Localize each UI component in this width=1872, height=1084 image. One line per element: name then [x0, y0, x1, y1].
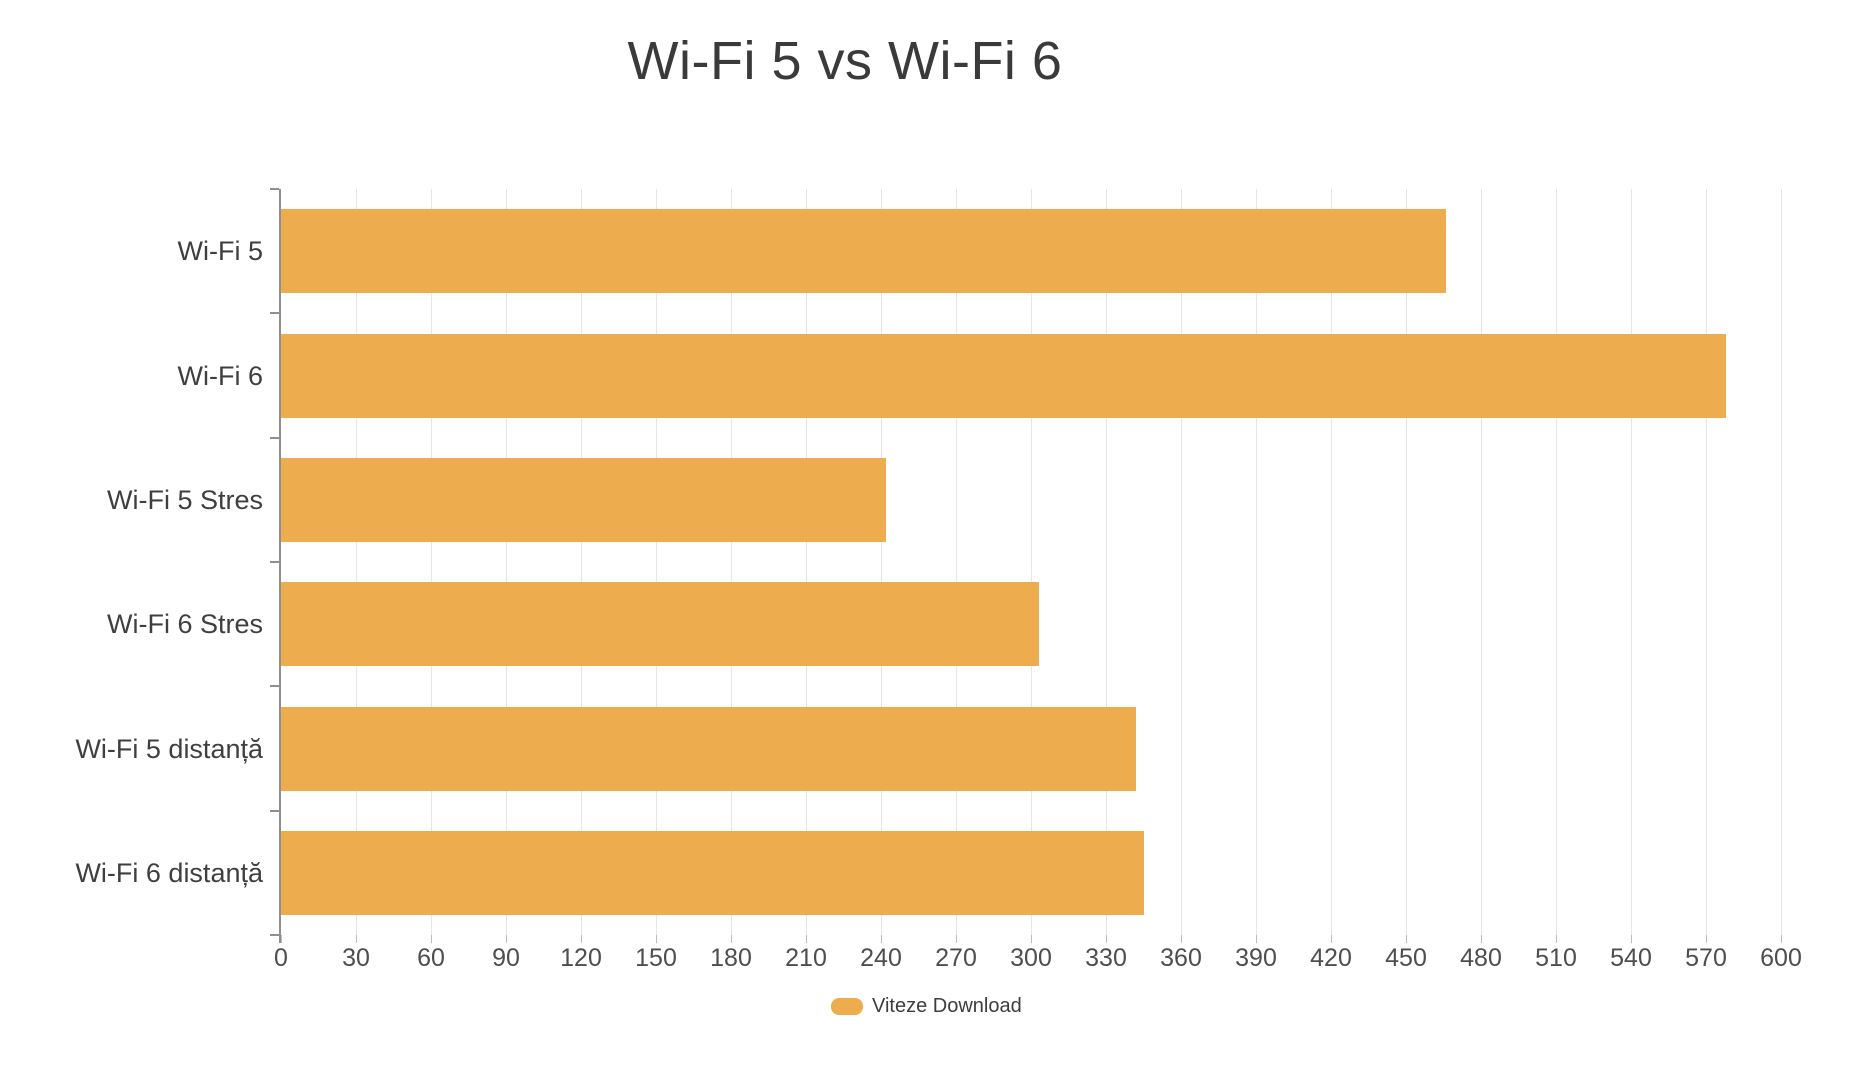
x-axis-tick [1030, 935, 1032, 943]
y-axis-tick [270, 809, 279, 812]
gridline [1330, 189, 1332, 935]
y-axis-tick [270, 436, 279, 439]
y-axis-tick [270, 188, 279, 190]
gridline [505, 189, 507, 935]
category-label: Wi-Fi 5 Stres [106, 484, 263, 515]
x-axis-tick-label: 330 [1085, 944, 1127, 972]
x-axis-tick-label: 90 [492, 944, 520, 972]
x-axis-tick [1630, 935, 1632, 943]
gridline [1705, 189, 1707, 935]
x-axis-tick-label: 600 [1760, 944, 1802, 972]
x-axis-tick [1555, 935, 1557, 943]
bar-wi-fi-6-distan-[interactable] [281, 830, 1144, 915]
gridline [880, 189, 882, 935]
x-axis-tick [805, 935, 807, 943]
category-label: Wi-Fi 6 Stres [106, 609, 263, 640]
y-axis-tick [270, 561, 279, 563]
legend-label: Viteze Download [872, 995, 1022, 1017]
category-label: Wi-Fi 5 distanță [75, 733, 263, 764]
x-axis-tick-label: 240 [860, 944, 902, 972]
x-axis-tick [955, 935, 957, 943]
gridline [805, 189, 807, 935]
x-axis-tick-label: 300 [1010, 944, 1052, 972]
x-axis-tick-label: 420 [1310, 944, 1352, 972]
x-axis-tick-label: 120 [560, 944, 602, 972]
x-axis-tick [430, 935, 432, 943]
x-axis-tick-label: 30 [342, 944, 370, 972]
bar-wi-fi-5[interactable] [281, 209, 1446, 294]
x-axis-tick-label: 510 [1535, 944, 1577, 972]
x-axis-tick-label: 150 [635, 944, 677, 972]
bar-wi-fi-5-distan-[interactable] [281, 706, 1136, 791]
x-axis-tick [1105, 935, 1107, 943]
y-axis-tick [270, 934, 279, 936]
x-axis-tick [730, 935, 732, 943]
x-axis-tick-label: 450 [1385, 944, 1427, 972]
x-axis-tick-label: 0 [274, 944, 288, 972]
x-axis-tick-label: 390 [1235, 944, 1277, 972]
legend-item-viteze-download[interactable]: Viteze Download [831, 995, 1022, 1018]
bar-wi-fi-6-stres[interactable] [281, 582, 1039, 667]
bar-wi-fi-6[interactable] [281, 333, 1726, 418]
x-axis-tick [1255, 935, 1257, 943]
x-axis-tick-label: 180 [710, 944, 752, 972]
gridline [1630, 189, 1632, 935]
x-axis-tick [580, 935, 582, 943]
x-axis-tick-label: 570 [1685, 944, 1727, 972]
gridline [430, 189, 432, 935]
x-axis-tick-label: 360 [1160, 944, 1202, 972]
x-axis-tick-label: 60 [417, 944, 445, 972]
gridline [730, 189, 732, 935]
gridline [1105, 189, 1107, 935]
bar-wi-fi-5-stres[interactable] [281, 457, 886, 542]
x-axis-tick [655, 935, 657, 943]
gridline [1480, 189, 1482, 935]
x-axis-tick [1780, 935, 1782, 943]
y-axis-line [279, 189, 281, 943]
x-axis-tick-label: 210 [785, 944, 827, 972]
x-axis-tick-label: 480 [1460, 944, 1502, 972]
x-axis-tick [505, 935, 507, 943]
gridline [955, 189, 957, 935]
x-axis-tick [1405, 935, 1407, 943]
category-label: Wi-Fi 6 [177, 360, 263, 391]
x-axis-tick-label: 540 [1610, 944, 1652, 972]
y-axis-tick [270, 685, 279, 688]
legend-swatch-icon [831, 998, 863, 1015]
x-axis-tick [355, 935, 357, 943]
y-axis-tick [270, 312, 279, 315]
x-axis-tick [280, 935, 282, 943]
gridline [1555, 189, 1557, 935]
gridline [1780, 189, 1782, 935]
x-axis-tick [1330, 935, 1332, 943]
x-axis-tick [1480, 935, 1482, 943]
category-label: Wi-Fi 6 distanță [75, 857, 263, 888]
gridline [1030, 189, 1032, 935]
x-axis-tick [880, 935, 882, 943]
chart-title: Wi-Fi 5 vs Wi-Fi 6 [627, 31, 1063, 91]
x-axis-tick [1705, 935, 1707, 943]
category-label: Wi-Fi 5 [177, 236, 263, 267]
gridline [1255, 189, 1257, 935]
gridline [1405, 189, 1407, 935]
gridline [355, 189, 357, 935]
x-axis-tick [1180, 935, 1182, 943]
x-axis-tick-label: 270 [935, 944, 977, 972]
gridline [580, 189, 582, 935]
gridline [1180, 189, 1182, 935]
gridline [655, 189, 657, 935]
